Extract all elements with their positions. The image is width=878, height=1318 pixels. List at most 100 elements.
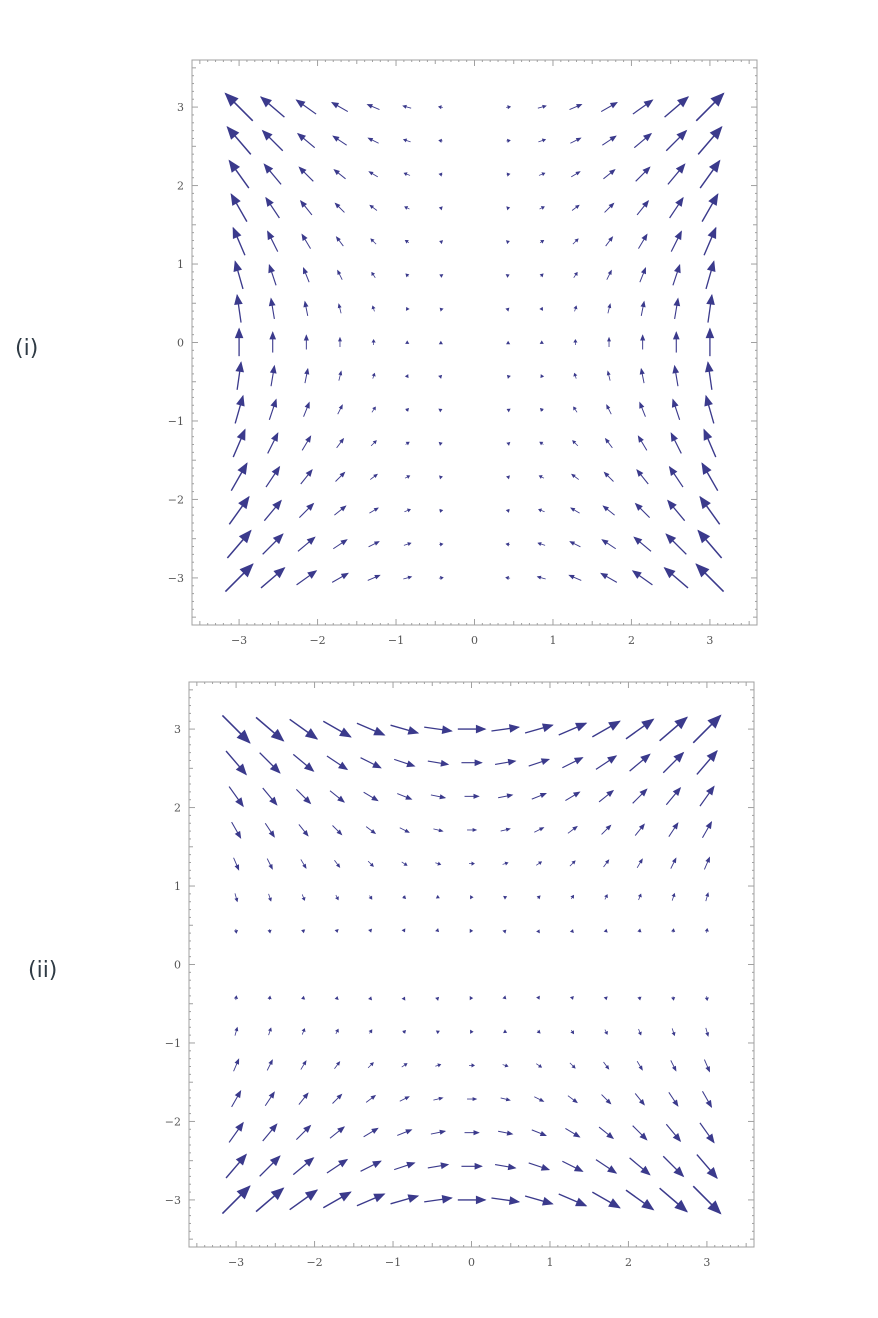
vector-arrow — [703, 428, 717, 458]
vector-arrow — [565, 791, 581, 801]
vector-arrow — [672, 364, 680, 387]
vector-arrow — [536, 995, 540, 1000]
vector-arrow — [531, 793, 547, 800]
vector-arrow — [368, 895, 373, 900]
vector-arrow — [606, 404, 612, 415]
vector-arrow — [670, 230, 682, 252]
vector-arrow — [300, 1060, 307, 1070]
vector-arrow — [636, 858, 643, 869]
vector-arrow — [699, 495, 721, 525]
vector-arrow — [600, 572, 618, 583]
x-tick-label: −2 — [306, 1256, 322, 1269]
vector-arrow — [603, 471, 614, 482]
vector-arrow — [603, 169, 616, 180]
vector-arrow — [435, 861, 442, 866]
vector-arrow — [696, 1154, 718, 1180]
x-tick-label: 0 — [468, 1256, 475, 1269]
vector-arrow — [665, 533, 687, 555]
vector-arrow — [636, 199, 650, 216]
vector-arrow — [435, 996, 440, 1001]
vector-arrow — [267, 995, 272, 1000]
vector-arrow — [692, 1185, 722, 1215]
vector-arrow — [292, 1157, 315, 1176]
vector-arrow — [255, 1187, 285, 1213]
vector-arrow — [636, 469, 649, 485]
vector-arrow — [268, 1027, 272, 1036]
vector-arrow — [667, 163, 686, 185]
vector-arrow — [637, 996, 642, 1001]
vector-arrow — [664, 96, 690, 118]
vector-arrow — [438, 172, 443, 177]
vector-arrow — [505, 274, 510, 278]
vector-arrow — [369, 204, 378, 211]
vector-arrow — [604, 202, 615, 213]
vector-arrow — [534, 827, 545, 833]
vector-arrow — [298, 502, 315, 519]
vector-arrow — [571, 204, 580, 211]
vector-arrow — [701, 193, 719, 223]
vector-arrow — [696, 749, 718, 775]
vector-arrow — [538, 172, 546, 177]
vector-arrow — [356, 1193, 386, 1207]
vector-arrow — [672, 331, 680, 353]
vector-arrow — [591, 720, 621, 738]
vector-arrow — [659, 716, 688, 742]
vector-arrow — [668, 465, 684, 488]
vector-arrow — [701, 1090, 713, 1108]
vector-arrow — [670, 1060, 677, 1072]
y-tick-label: 2 — [174, 802, 181, 815]
vector-arrow — [461, 759, 483, 767]
vector-arrow — [498, 1130, 514, 1136]
vector-arrow — [264, 822, 275, 838]
vector-arrow — [538, 475, 545, 479]
vector-arrow — [506, 105, 512, 110]
vector-arrow — [292, 753, 315, 772]
vector-arrow — [438, 575, 444, 581]
vector-arrow — [405, 273, 410, 278]
x-tick-label: −2 — [309, 634, 325, 647]
vector-arrow — [500, 1097, 511, 1102]
vector-arrow — [365, 1094, 377, 1103]
vector-arrow — [268, 263, 277, 286]
vector-arrow — [360, 757, 382, 769]
vector-arrow — [264, 1091, 275, 1107]
vector-arrow — [670, 432, 682, 454]
vector-arrow — [672, 263, 681, 286]
vector-arrow — [569, 1062, 576, 1069]
vector-arrow — [607, 336, 611, 347]
vector-arrow — [439, 274, 444, 278]
vector-arrow — [568, 574, 582, 581]
vector-arrow — [401, 861, 408, 866]
vector-arrow — [538, 138, 547, 143]
vector-arrow — [539, 306, 544, 311]
vector-arrow — [633, 132, 653, 149]
vector-arrow — [230, 193, 248, 223]
vector-arrow — [603, 928, 608, 933]
vector-arrow — [506, 206, 511, 211]
vector-arrow — [332, 1093, 343, 1104]
vector-arrow — [704, 996, 709, 1002]
vector-arrow — [435, 894, 440, 899]
vector-arrow — [304, 367, 310, 384]
vector-arrow — [569, 995, 574, 1000]
vector-arrow — [505, 575, 511, 581]
vector-arrow — [368, 996, 373, 1001]
vector-arrow — [468, 1063, 475, 1068]
vector-arrow — [635, 166, 651, 182]
vector-arrow — [367, 860, 374, 867]
vector-arrow — [468, 861, 475, 866]
vector-arrow — [668, 822, 679, 837]
x-tick-label: −3 — [228, 1256, 244, 1269]
vector-arrow — [705, 1027, 710, 1037]
vector-arrow — [370, 238, 377, 245]
vector-arrow — [638, 233, 648, 249]
vector-arrow — [470, 895, 474, 900]
vector-arrow — [336, 437, 345, 449]
vector-arrow — [299, 199, 313, 216]
vector-arrow — [337, 269, 343, 280]
vector-arrow — [671, 398, 681, 420]
x-tick-label: 0 — [471, 634, 478, 647]
vector-arrow — [595, 755, 618, 770]
vector-arrow — [665, 1123, 682, 1143]
vector-arrow — [259, 96, 285, 118]
